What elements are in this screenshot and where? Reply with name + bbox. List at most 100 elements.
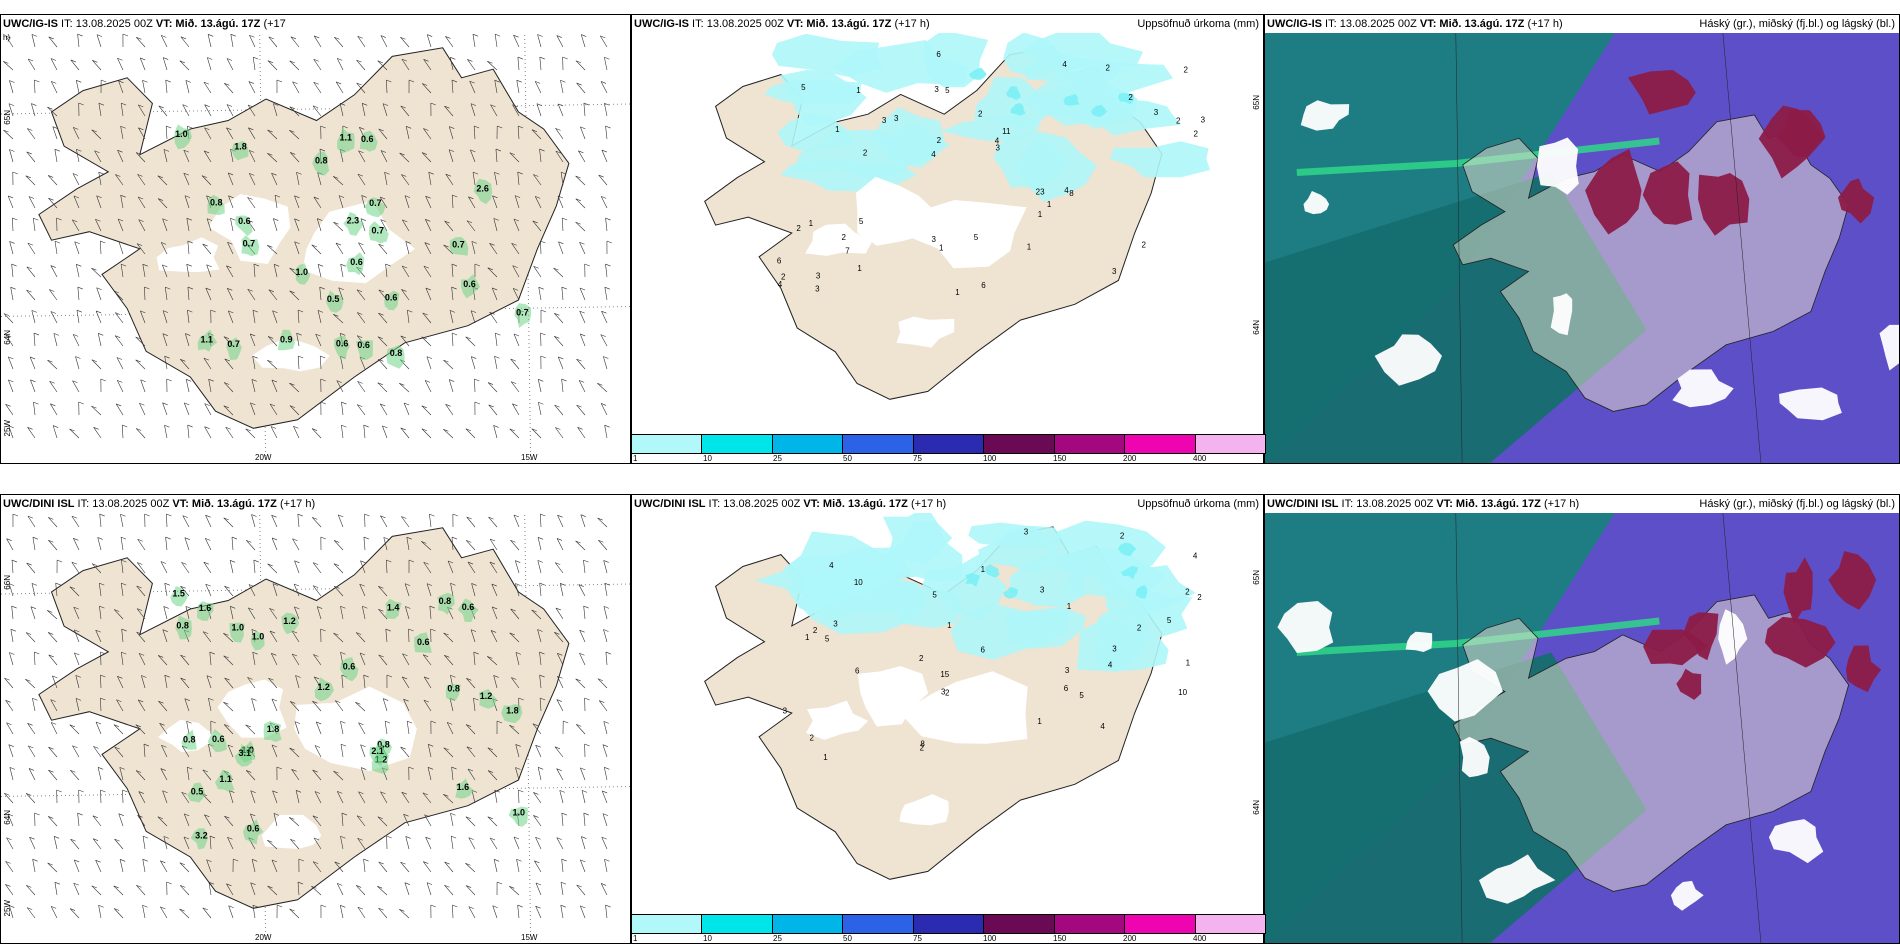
wind-barb-flag xyxy=(186,720,192,724)
precip-value: 7 xyxy=(845,246,850,255)
wind-barb xyxy=(74,652,80,666)
wind-barb xyxy=(181,745,190,758)
wind-barb xyxy=(184,195,190,209)
wind-barb-flag xyxy=(27,427,33,430)
gust-value: 1.4 xyxy=(387,603,400,613)
wind-barb xyxy=(408,628,410,643)
wind-barb xyxy=(135,359,146,370)
wind-barb xyxy=(317,264,322,278)
wind-barb-flag xyxy=(465,336,471,340)
colorbar-tick: 150 xyxy=(1053,934,1067,943)
wind-barb-flag xyxy=(319,286,325,290)
wind-barb-flag xyxy=(161,242,167,245)
wind-barb-flag xyxy=(470,310,477,313)
wind-barb xyxy=(162,310,168,324)
wind-barb xyxy=(226,104,234,117)
wind-barb-flag xyxy=(407,720,413,724)
clear-sky xyxy=(1672,369,1734,408)
wind-barb xyxy=(517,126,520,140)
wind-barb-flag xyxy=(363,424,369,428)
precip-value: 1 xyxy=(955,288,960,297)
wind-barb-flag xyxy=(466,746,473,750)
wind-barb-flag xyxy=(297,513,303,517)
wind-barb xyxy=(294,721,300,735)
wind-barb xyxy=(209,836,212,850)
gust-patch xyxy=(508,806,528,827)
wind-barb xyxy=(312,701,322,712)
precip-value: 6 xyxy=(981,281,986,290)
wind-barb xyxy=(47,106,58,117)
wind-barb-flag xyxy=(246,540,252,543)
wind-barb xyxy=(363,425,366,439)
wind-barb xyxy=(338,195,344,209)
wind-barb xyxy=(165,126,168,140)
wind-barb-flag xyxy=(160,906,166,910)
wind-barb xyxy=(580,859,586,873)
gust-patch xyxy=(340,657,359,682)
wind-barb xyxy=(513,333,520,347)
wind-barb-flag xyxy=(444,655,450,658)
wind-barb-flag xyxy=(474,125,480,129)
wind-barb xyxy=(224,816,234,827)
wind-barb xyxy=(157,655,168,666)
precip-value: 4 xyxy=(829,561,834,570)
wind-barb xyxy=(400,427,410,439)
wind-barb xyxy=(267,129,278,140)
gust-patch xyxy=(174,124,192,150)
panel-title: UWC/DINI ISL IT: 13.08.2025 00Z VT: Mið.… xyxy=(632,495,1263,513)
wind-barb-flag xyxy=(11,263,17,267)
wind-barb-flag xyxy=(205,583,211,587)
wind-barb-flag xyxy=(250,333,256,337)
precip-value: 3 xyxy=(1154,108,1159,117)
wind-barb-flag xyxy=(334,861,340,865)
wind-barb-flag xyxy=(115,312,121,315)
wind-barb xyxy=(223,405,234,416)
wind-barb xyxy=(583,606,586,620)
wind-barb-flag xyxy=(250,882,256,886)
wind-barb-flag xyxy=(378,359,384,362)
wind-barb xyxy=(271,744,278,758)
wind-barb xyxy=(575,175,586,186)
wind-barb xyxy=(227,837,234,850)
gust-patch xyxy=(473,178,493,205)
wind-barb-flag xyxy=(357,35,363,39)
gust-value: 0.8 xyxy=(176,621,189,631)
wind-barb-flag xyxy=(114,609,120,612)
wind-barb-flag xyxy=(248,584,255,587)
wind-barb-flag xyxy=(205,538,211,541)
wind-barb-flag xyxy=(358,791,364,795)
wind-barb xyxy=(5,334,14,347)
wind-barb xyxy=(140,379,146,393)
colorbar-swatch xyxy=(843,435,914,453)
gust-patch xyxy=(325,290,344,313)
wind-barb xyxy=(510,540,520,551)
wind-barb-flag xyxy=(122,789,128,793)
lon-label: 20W xyxy=(255,453,272,462)
wind-barb-flag xyxy=(73,882,79,886)
wind-barb xyxy=(340,744,344,758)
wind-barb-flag xyxy=(362,103,368,106)
wind-barb xyxy=(380,791,388,804)
wind-barb xyxy=(358,242,366,255)
wind-barb xyxy=(487,747,498,758)
precip-value: 1 xyxy=(1186,658,1191,667)
wind-barb xyxy=(179,908,190,919)
wind-barb-flag xyxy=(380,35,386,38)
wind-barb xyxy=(27,58,36,71)
wind-barb-flag xyxy=(114,335,121,338)
wind-barb xyxy=(362,606,366,620)
wind-barb xyxy=(579,333,586,347)
wind-barb xyxy=(120,195,124,209)
wind-barb-flag xyxy=(226,265,232,269)
wind-barb-flag xyxy=(423,561,429,565)
wind-barb xyxy=(28,768,36,781)
wind-barb-flag xyxy=(77,33,83,37)
wind-barb xyxy=(248,127,256,140)
wind-barb xyxy=(206,675,212,689)
wind-barb-flag xyxy=(3,129,9,133)
wind-barb-flag xyxy=(113,885,119,889)
wind-barb-flag xyxy=(180,585,186,589)
wind-barb xyxy=(537,629,542,643)
wind-barb xyxy=(27,515,36,528)
wind-barb-flag xyxy=(487,267,493,271)
